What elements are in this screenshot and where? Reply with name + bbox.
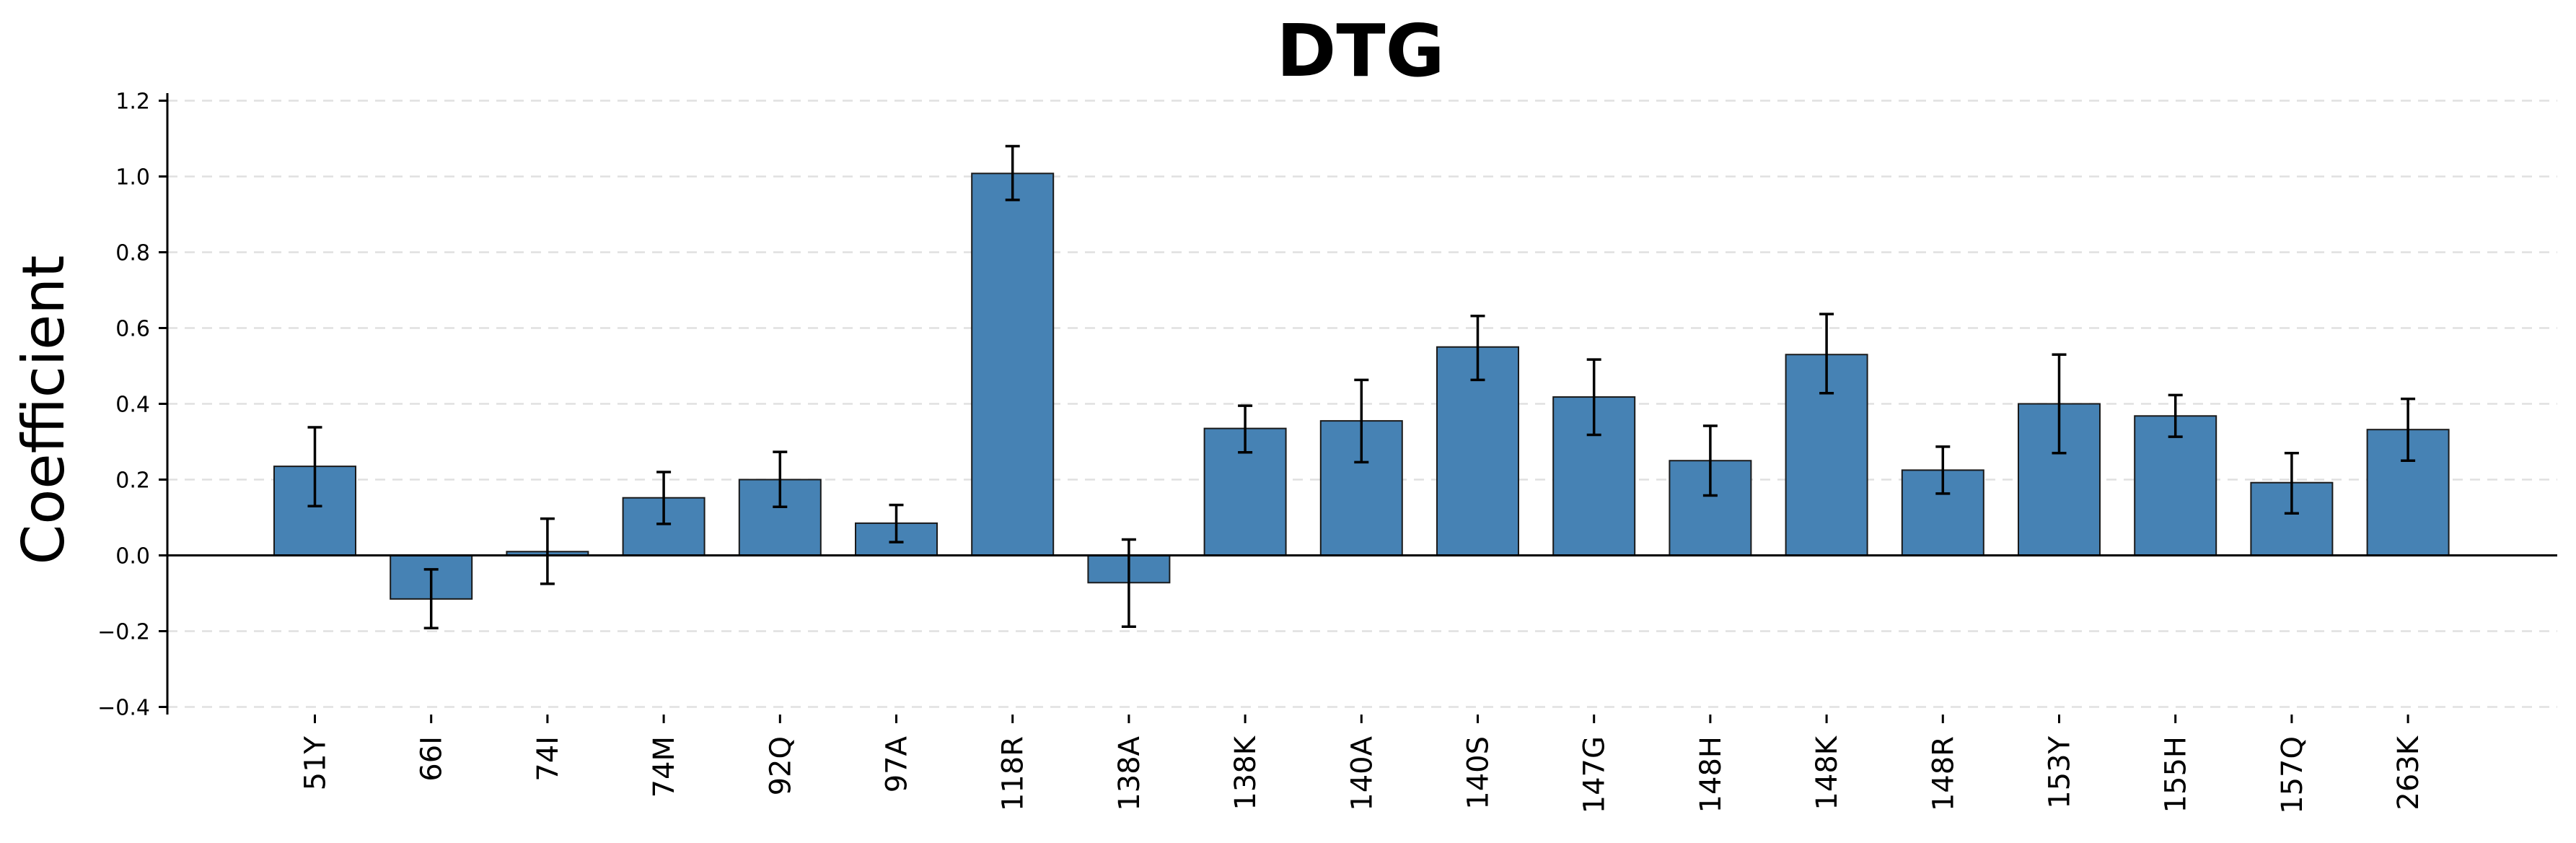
y-tick-label: 0.6 bbox=[115, 317, 150, 342]
y-tick-label: 0.2 bbox=[115, 468, 150, 494]
error-bar-138K bbox=[1238, 404, 1253, 454]
error-bar-92Q bbox=[773, 450, 788, 509]
error-bar-157Q bbox=[2284, 452, 2299, 515]
x-tick-label: 148H bbox=[1694, 736, 1728, 813]
error-bar-140A bbox=[1354, 378, 1369, 464]
x-ticks: 51Y 66I 74I 74M 92Q 97A 118R 138A 138K 140A 140S 14… bbox=[299, 715, 2425, 814]
bar-118R bbox=[971, 172, 1055, 556]
error-bar-263K bbox=[2401, 397, 2416, 462]
y-tick-label: 1.0 bbox=[115, 165, 150, 191]
x-tick-label: 74I bbox=[532, 736, 565, 782]
y-axis-label: Coefficient bbox=[10, 255, 77, 565]
bar-140S bbox=[1436, 346, 1519, 556]
x-tick-label: 155H bbox=[2160, 736, 2193, 813]
bars bbox=[273, 172, 2450, 600]
y-tick-label: 0.8 bbox=[115, 241, 150, 266]
y-tick-label: −0.2 bbox=[97, 620, 150, 645]
y-tick-label: 1.2 bbox=[115, 89, 150, 115]
x-tick-label: 140S bbox=[1462, 736, 1495, 810]
chart-title: DTG bbox=[1276, 9, 1444, 93]
x-tick-label: 97A bbox=[881, 735, 914, 792]
error-bar-148R bbox=[1935, 445, 1951, 495]
error-bar-66I bbox=[423, 568, 439, 630]
error-bar-74M bbox=[656, 471, 672, 525]
error-bar-153Y bbox=[2052, 353, 2067, 455]
x-tick-label: 118R bbox=[997, 736, 1030, 811]
bar-155H bbox=[2134, 415, 2217, 556]
error-bar-138A bbox=[1121, 538, 1136, 628]
y-tick-label: −0.4 bbox=[97, 696, 150, 721]
error-bar-148K bbox=[1819, 313, 1834, 395]
x-tick-label: 148R bbox=[1927, 736, 1960, 811]
x-tick-label: 138A bbox=[1113, 735, 1146, 811]
error-bar-140S bbox=[1470, 314, 1485, 382]
x-tick-label: 147G bbox=[1578, 736, 1612, 813]
error-bar-74I bbox=[540, 517, 555, 585]
x-tick-label: 66I bbox=[416, 736, 449, 782]
x-tick-label: 157Q bbox=[2276, 736, 2309, 814]
x-tick-label: 74M bbox=[648, 736, 681, 798]
error-bars bbox=[307, 144, 2416, 630]
x-tick-label: 140A bbox=[1345, 735, 1379, 811]
error-bar-147G bbox=[1586, 358, 1601, 437]
x-tick-label: 263K bbox=[2392, 735, 2425, 810]
y-tick-label: 0.0 bbox=[115, 544, 150, 569]
x-tick-label: 138K bbox=[1229, 735, 1262, 810]
error-bar-97A bbox=[889, 503, 904, 543]
y-tick-label: 0.4 bbox=[115, 393, 150, 418]
x-tick-label: 92Q bbox=[764, 736, 797, 795]
x-tick-label: 51Y bbox=[299, 735, 333, 790]
y-ticks: −0.4 −0.2 0.0 0.2 0.4 0.6 0.8 1.0 1.2 bbox=[97, 89, 167, 721]
error-bar-118R bbox=[1005, 144, 1020, 201]
x-tick-label: 148K bbox=[1811, 735, 1844, 810]
x-tick-label: 153Y bbox=[2044, 735, 2077, 808]
error-bar-51Y bbox=[307, 426, 322, 507]
error-bar-155H bbox=[2168, 393, 2183, 438]
error-bar-148H bbox=[1702, 424, 1718, 497]
